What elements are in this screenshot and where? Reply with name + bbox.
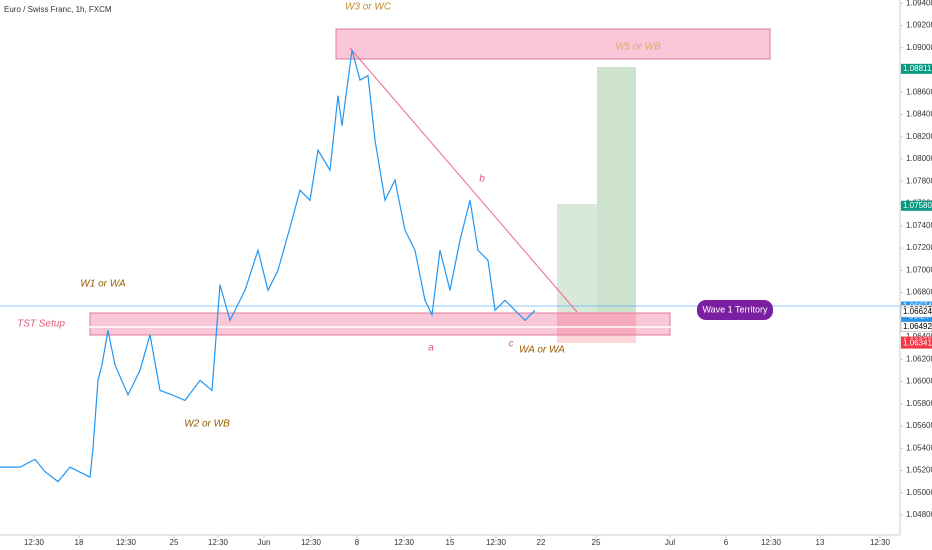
price-tag-label: 1.06341 [903, 339, 932, 348]
target-box [597, 67, 636, 312]
callout [697, 300, 773, 320]
x-tick-label: 25 [170, 538, 179, 547]
price-tag [901, 63, 932, 74]
annotation: b [479, 174, 485, 185]
y-tick-label: 1.05400 [906, 443, 932, 452]
annotation: W5 or WB [615, 42, 661, 53]
y-tick-label: 1.05600 [906, 421, 932, 430]
y-tick-label: 1.05000 [906, 488, 932, 497]
y-tick-label: 1.06200 [906, 354, 932, 363]
y-tick-label: 1.08400 [906, 110, 932, 119]
y-tick-label: 1.09000 [906, 43, 932, 52]
x-tick-label: 25 [592, 538, 601, 547]
x-tick-label: 8 [355, 538, 360, 547]
x-tick-label: Jul [665, 538, 675, 547]
y-tick-label: 1.09200 [906, 21, 932, 30]
x-tick-label: 12:30 [208, 538, 229, 547]
y-tick-label: 1.08200 [906, 132, 932, 141]
x-tick-label: 12:30 [394, 538, 415, 547]
y-tick-label: 1.04800 [906, 510, 932, 519]
x-tick-label: Jun [258, 538, 271, 547]
x-tick-label: 12:30 [301, 538, 322, 547]
price-tag [901, 200, 932, 211]
chart-title: Euro / Swiss Franc, 1h, FXCM [4, 5, 112, 14]
y-tick-label: 1.08600 [906, 87, 932, 96]
y-tick-label: 1.07400 [906, 221, 932, 230]
annotation: c [509, 339, 514, 350]
y-tick-label: 1.06000 [906, 377, 932, 386]
y-tick-label: 1.06800 [906, 288, 932, 297]
trend-line [349, 47, 578, 313]
y-tick-label: 1.07000 [906, 265, 932, 274]
x-tick-label: 12:30 [870, 538, 891, 547]
annotation: a [428, 343, 434, 354]
y-tick-label: 1.05800 [906, 399, 932, 408]
x-tick-label: 12:30 [486, 538, 507, 547]
x-tick-label: 12:30 [24, 538, 45, 547]
price-tag-label: 1.06492 [903, 322, 932, 331]
zone-top [335, 28, 771, 60]
price-line [0, 49, 536, 483]
y-tick-label: 1.07800 [906, 176, 932, 185]
y-tick-label: 1.05200 [906, 466, 932, 475]
annotation: TST Setup [17, 319, 65, 330]
price-tag [901, 338, 932, 349]
x-tick-label: 22 [537, 538, 546, 547]
price-tag-label: 1.07580 [903, 201, 932, 210]
x-tick-label: 13 [816, 538, 825, 547]
x-tick-label: 12:30 [116, 538, 137, 547]
annotation: W1 or WA [80, 279, 126, 290]
x-tick-label: 18 [75, 538, 84, 547]
y-tick-label: 1.07200 [906, 243, 932, 252]
price-tag [900, 306, 932, 318]
price-tag [900, 321, 932, 333]
y-tick-label: 1.09400 [906, 0, 932, 7]
annotation: W3 or WC [345, 2, 392, 13]
zone-bottom [89, 312, 671, 336]
annotation: W2 or WB [184, 419, 230, 430]
annotation: Wave 1 Territory [702, 304, 768, 314]
y-tick-label: 1.08000 [906, 154, 932, 163]
price-tag-label: 1.06624 [903, 307, 932, 316]
x-tick-label: 15 [446, 538, 455, 547]
price-tag-label: 1.08811 [903, 64, 932, 73]
annotation: WA or WA [519, 345, 565, 356]
x-tick-label: 6 [724, 538, 729, 547]
target-box [557, 204, 597, 312]
x-tick-label: 12:30 [761, 538, 782, 547]
